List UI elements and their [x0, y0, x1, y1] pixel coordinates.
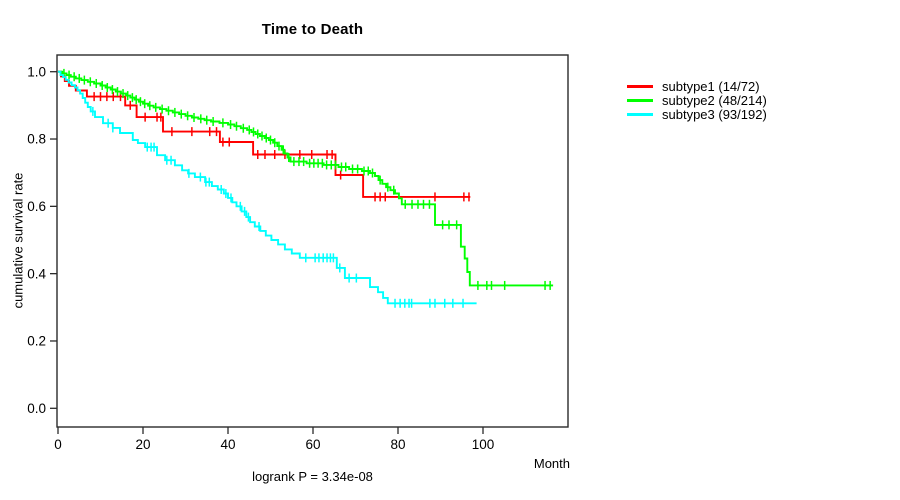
legend-item-label: subtype3 (93/192): [662, 106, 767, 122]
legend-item: subtype1 (14/72): [627, 78, 767, 94]
y-tick-label: 0.4: [27, 266, 46, 281]
y-tick-label: 0.2: [27, 334, 46, 349]
legend-line-swatch: [627, 98, 653, 102]
survival-curve-subtype1: [58, 70, 471, 198]
y-tick-label: 0.0: [27, 401, 46, 416]
x-tick-label: 100: [472, 437, 495, 452]
legend: subtype1 (14/72) subtype2 (48/214) subty…: [627, 78, 767, 122]
legend-line-swatch: [627, 84, 653, 88]
x-axis-label: Month: [533, 456, 570, 471]
legend-item-label: subtype2 (48/214): [662, 92, 767, 108]
plot-box: [56, 54, 569, 428]
y-tick-label: 1.0: [27, 64, 46, 79]
logrank-annotation: logrank P = 3.34e-08: [252, 469, 373, 484]
survival-curve-subtype3: [58, 70, 477, 305]
x-tick-label: 20: [135, 437, 150, 452]
legend-item-label: subtype1 (14/72): [662, 78, 760, 94]
y-tick-label: 0.6: [27, 199, 46, 214]
x-tick-label: 0: [54, 437, 62, 452]
legend-item: subtype3 (93/192): [627, 106, 767, 122]
x-tick-label: 40: [220, 437, 235, 452]
x-tick-label: 60: [305, 437, 320, 452]
survival-curve-subtype2: [58, 70, 554, 287]
legend-line-swatch: [627, 112, 653, 116]
y-tick-label: 0.8: [27, 132, 46, 147]
x-tick-label: 80: [390, 437, 405, 452]
chart-title: Time to Death: [261, 21, 364, 38]
legend-item: subtype2 (48/214): [627, 92, 767, 108]
